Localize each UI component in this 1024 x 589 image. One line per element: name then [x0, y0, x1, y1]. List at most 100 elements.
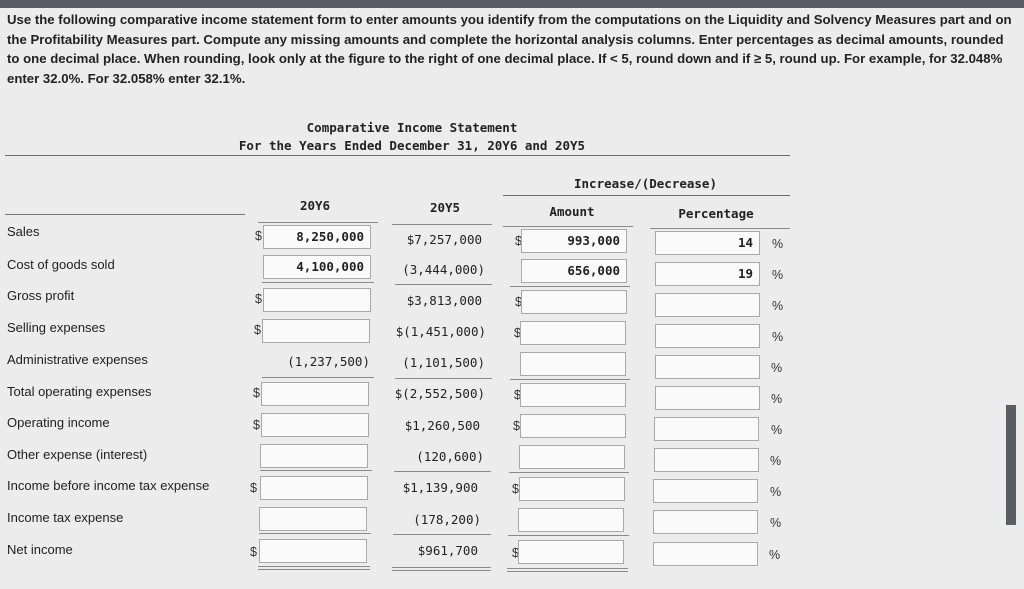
- dollar-sign: $: [514, 388, 521, 402]
- row-label: Administrative expenses: [7, 352, 148, 367]
- dollar-sign: $: [250, 481, 257, 495]
- percent-sign: %: [770, 454, 782, 468]
- percent-sign: %: [772, 237, 784, 251]
- header-amount: Amount: [549, 204, 595, 219]
- percentage-input[interactable]: [655, 293, 760, 317]
- y5-value: (1,101,500): [402, 355, 485, 370]
- y5-value: (120,600): [416, 449, 484, 464]
- row-underline: [262, 377, 374, 378]
- percent-sign: %: [772, 299, 784, 313]
- title-rule: [5, 155, 790, 156]
- dollar-sign: $: [255, 292, 262, 306]
- amount-input[interactable]: [520, 352, 626, 376]
- percentage-input[interactable]: [655, 355, 760, 379]
- row-label: Cost of goods sold: [7, 257, 115, 272]
- label-rule: [5, 214, 245, 215]
- percent-sign: %: [772, 330, 784, 344]
- header-percentage: Percentage: [678, 206, 754, 221]
- double-underline: [507, 568, 628, 569]
- row-underline: [510, 286, 630, 287]
- percentage-input[interactable]: [653, 510, 758, 534]
- percentage-input[interactable]: [654, 417, 759, 441]
- instructions-text: Use the following comparative income sta…: [7, 12, 1012, 86]
- row-label: Gross profit: [7, 288, 75, 303]
- percentage-input[interactable]: [655, 386, 760, 410]
- percent-sign: %: [771, 392, 783, 406]
- amount-input[interactable]: [521, 290, 627, 314]
- double-underline: [258, 569, 370, 570]
- dollar-sign: $: [254, 323, 261, 337]
- y6-input[interactable]: [261, 413, 369, 437]
- header-underline-amount: [503, 226, 633, 227]
- row-underline: [394, 471, 491, 472]
- amount-input[interactable]: [518, 540, 624, 564]
- percent-sign: %: [770, 516, 782, 530]
- dollar-sign: $: [515, 295, 522, 309]
- row-underline: [509, 472, 629, 473]
- y6-input[interactable]: [260, 444, 368, 468]
- dollar-sign: $: [514, 326, 521, 340]
- amount-input[interactable]: 993,000: [521, 229, 627, 253]
- dollar-sign: $: [250, 545, 257, 559]
- amount-input[interactable]: [518, 508, 624, 532]
- header-underline-20y5: [392, 224, 492, 225]
- y5-value: $7,257,000: [406, 232, 482, 247]
- y5-value: $1,139,900: [402, 480, 478, 495]
- percentage-input[interactable]: [654, 448, 759, 472]
- amount-input[interactable]: [519, 445, 625, 469]
- dollar-sign: $: [253, 386, 260, 400]
- percentage-input[interactable]: [653, 542, 758, 566]
- y6-input[interactable]: [260, 476, 368, 500]
- row-label: Other expense (interest): [7, 447, 148, 462]
- amount-input[interactable]: 656,000: [521, 259, 627, 283]
- statement-subtitle: For the Years Ended December 31, 20Y6 an…: [238, 138, 586, 153]
- header-20y6: 20Y6: [299, 198, 331, 213]
- row-label: Operating income: [7, 415, 110, 430]
- amount-input[interactable]: [520, 383, 626, 407]
- percentage-input[interactable]: [653, 479, 758, 503]
- row-underline: [262, 282, 374, 283]
- row-underline: [259, 533, 371, 534]
- y5-value: (178,200): [413, 512, 481, 527]
- double-underline: [392, 570, 491, 571]
- row-underline: [395, 284, 492, 285]
- double-underline: [258, 566, 370, 567]
- row-label: Net income: [7, 542, 73, 557]
- y6-input[interactable]: [259, 507, 367, 531]
- row-label: Selling expenses: [7, 320, 106, 335]
- percent-sign: %: [772, 268, 784, 282]
- y6-input[interactable]: 4,100,000: [263, 255, 371, 279]
- y5-value: $3,813,000: [406, 293, 482, 308]
- y6-input[interactable]: [262, 319, 370, 343]
- increase-decrease-header: Increase/(Decrease): [574, 176, 717, 191]
- row-label: Income tax expense: [7, 510, 124, 525]
- y6-input[interactable]: 8,250,000: [263, 225, 371, 249]
- y6-input[interactable]: [263, 288, 371, 312]
- row-underline: [260, 470, 372, 471]
- row-label: Sales: [7, 224, 40, 239]
- percent-sign: %: [770, 485, 782, 499]
- dollar-sign: $: [512, 482, 519, 496]
- row-underline: [395, 378, 492, 379]
- y5-value: $(1,451,000): [395, 324, 486, 339]
- amount-input[interactable]: [520, 414, 626, 438]
- amount-input[interactable]: [520, 321, 626, 345]
- increase-decrease-rule: [503, 195, 790, 196]
- row-label: Income before income tax expense: [7, 478, 210, 493]
- statement-title: Comparative Income Statement: [306, 120, 518, 135]
- amount-input[interactable]: [519, 477, 625, 501]
- percent-sign: %: [771, 361, 783, 375]
- scrollbar-thumb[interactable]: [1006, 405, 1016, 525]
- dollar-sign: $: [513, 419, 520, 433]
- y5-value: $1,260,500: [404, 418, 480, 433]
- y6-input[interactable]: [259, 539, 367, 563]
- percent-sign: %: [769, 548, 781, 562]
- percentage-input[interactable]: [655, 324, 760, 348]
- y5-value: $961,700: [417, 543, 478, 558]
- dollar-sign: $: [515, 234, 522, 248]
- y6-input[interactable]: [261, 382, 369, 406]
- percentage-input[interactable]: 19: [655, 262, 760, 286]
- percent-sign: %: [771, 423, 783, 437]
- header-underline-20y6: [258, 222, 378, 223]
- percentage-input[interactable]: 14: [655, 231, 760, 255]
